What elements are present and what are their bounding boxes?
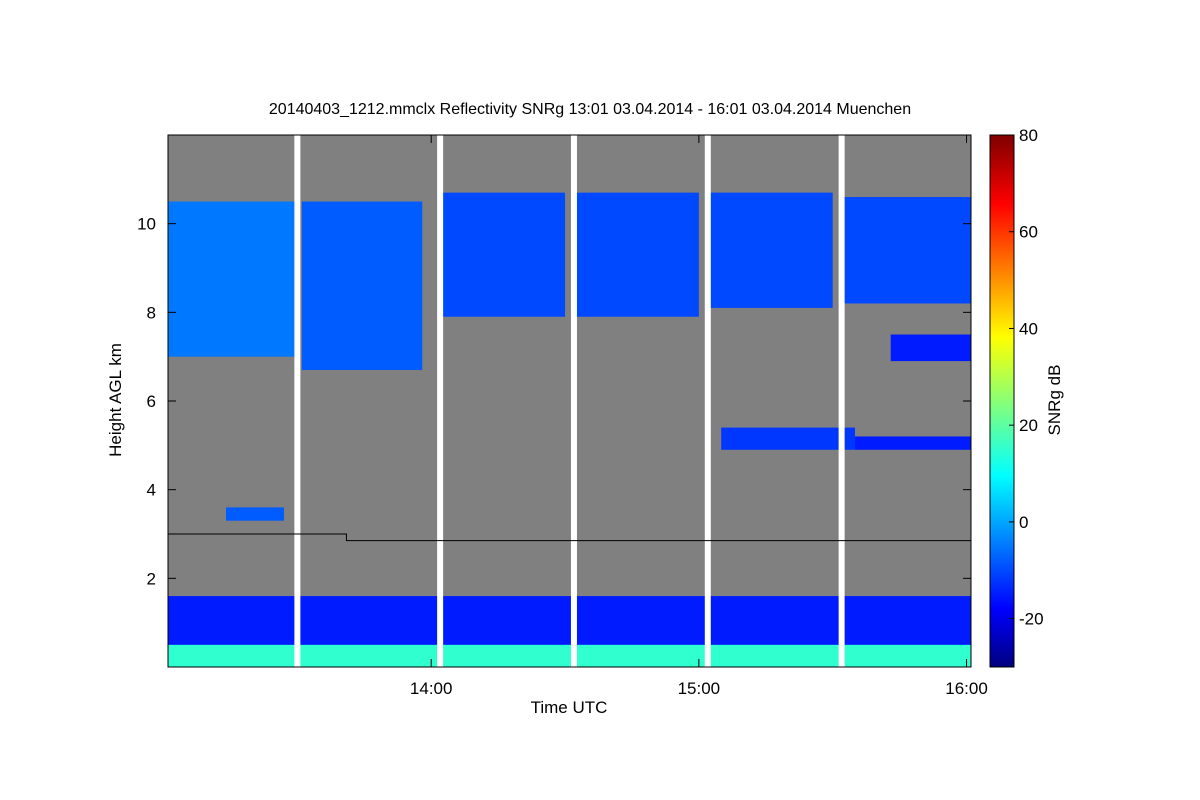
echo-feature-5 — [841, 197, 971, 304]
x-tick-label-0: 14:00 — [410, 679, 453, 698]
colorbar-label: SNRg dB — [1045, 365, 1064, 436]
echo-feature-8 — [890, 334, 971, 362]
colorbar-ticks: -20 0 20 40 60 80 — [1009, 126, 1044, 629]
reference-line — [168, 533, 971, 542]
y-axis: 2 4 6 8 10 — [137, 215, 971, 588]
colorbar-tick-label-2: 20 — [1019, 416, 1038, 435]
colorbar: -20 0 20 40 60 80 SNRg dB — [989, 126, 1064, 668]
data-gap-1 — [437, 135, 444, 667]
colorbar-tick-label-4: 60 — [1019, 223, 1038, 242]
x-axis: 14:00 15:00 16:00 — [410, 135, 988, 698]
data-gaps — [294, 135, 845, 667]
x-axis-label: Time UTC — [531, 698, 608, 717]
echo-feature-1 — [301, 201, 423, 370]
echo-feature-3 — [573, 192, 699, 317]
y-tick-label-0: 2 — [147, 569, 156, 588]
echo-feature-0 — [168, 201, 298, 357]
data-gap-3 — [704, 135, 711, 667]
y-tick-label-3: 8 — [147, 303, 156, 322]
plot-area — [168, 135, 971, 667]
echo-feature-2 — [440, 192, 566, 317]
colorbar-tick-label-0: -20 — [1019, 610, 1044, 629]
x-tick-label-1: 15:00 — [678, 679, 721, 698]
y-tick-label-4: 10 — [137, 215, 156, 234]
echo-feature-9 — [225, 507, 284, 521]
data-gap-0 — [294, 135, 301, 667]
y-tick-label-2: 6 — [147, 392, 156, 411]
colorbar-tick-label-1: 0 — [1019, 513, 1028, 532]
data-gap-4 — [838, 135, 845, 667]
colorbar-tick-label-5: 80 — [1019, 126, 1038, 145]
data-gap-2 — [570, 135, 577, 667]
echo-feature-6 — [721, 427, 856, 450]
colorbar-tick-label-3: 40 — [1019, 319, 1038, 338]
x-tick-label-2: 16:00 — [945, 679, 988, 698]
chart-title: 20140403_1212.mmclx Reflectivity SNRg 13… — [269, 101, 911, 118]
y-tick-label-1: 4 — [147, 481, 156, 500]
colorbar-gradient — [989, 134, 1015, 668]
echo-feature-7 — [855, 436, 971, 450]
echo-features — [168, 192, 971, 667]
y-axis-label: Height AGL km — [106, 343, 125, 457]
echo-feature-4 — [707, 192, 833, 308]
echo-feature-11 — [168, 644, 971, 667]
